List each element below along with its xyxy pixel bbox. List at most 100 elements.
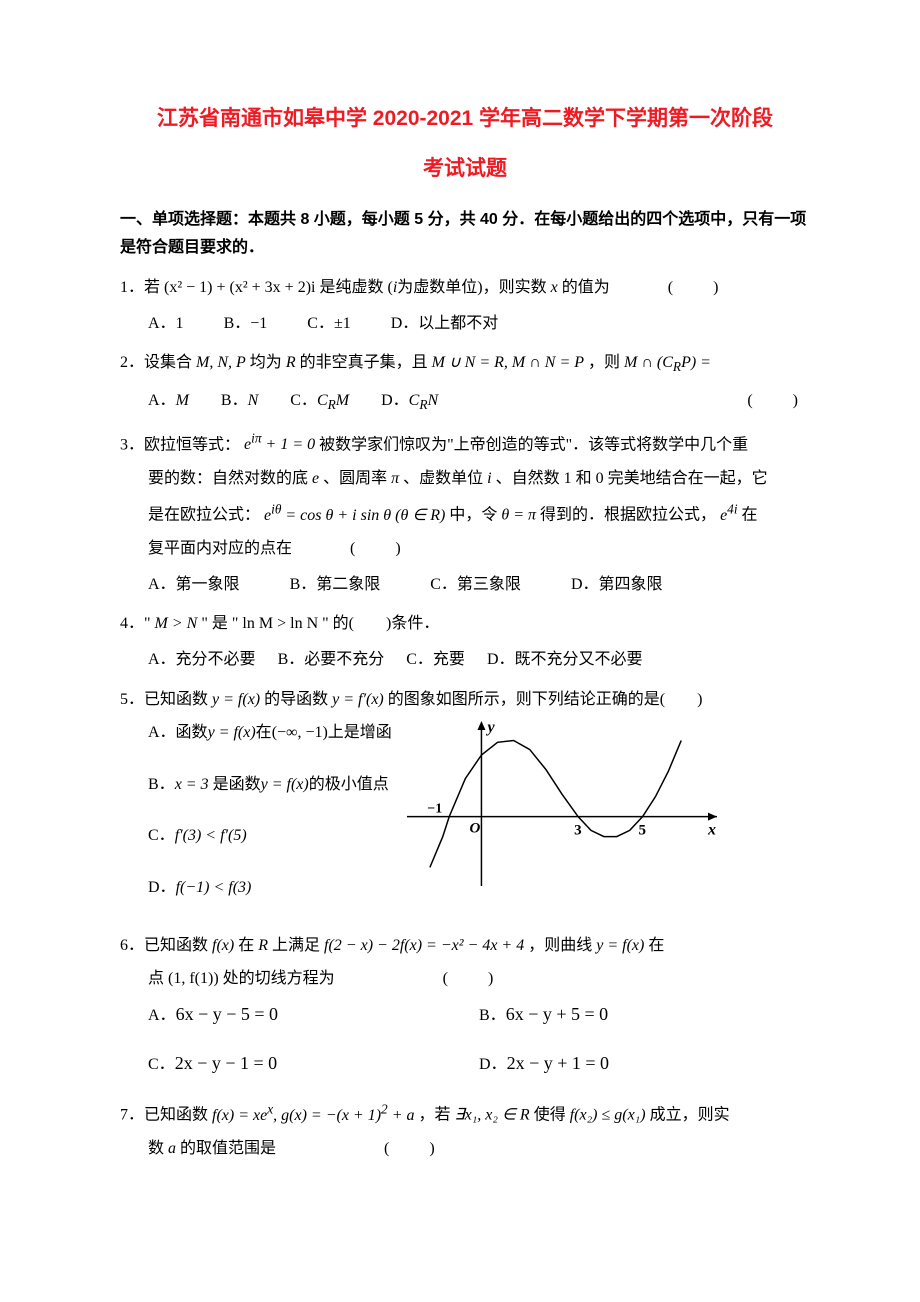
q6-t3: 上满足	[272, 937, 320, 954]
question-6: 6．已知函数 f(x) 在 R 上满足 f(2 − x) − 2f(x) = −…	[120, 929, 810, 1084]
svg-text:x: x	[707, 822, 716, 839]
answer-paren: ( )	[350, 532, 413, 566]
q3-e3: θ = π	[501, 507, 536, 524]
q3-option-b: B．第二象限	[290, 568, 381, 602]
q7-t4: 成立，则实	[650, 1107, 730, 1124]
q3-t8: 中，令	[449, 507, 497, 524]
q1-x: x	[551, 279, 558, 296]
q5-option-c: C．f′(3) < f′(5)	[120, 819, 392, 853]
q6-e1: f(x)	[212, 937, 234, 954]
q5-chart: −1O35yx	[402, 716, 722, 896]
q2-option-a: A．M	[148, 384, 189, 419]
q6-option-c: C．2x − y − 1 = 0	[148, 1045, 479, 1083]
q3-t7: 是在欧拉公式：	[148, 507, 260, 524]
answer-paren: ( )	[443, 962, 506, 996]
q1-text-mid: 是纯虚数 (	[319, 279, 392, 296]
q6-t7: 处的切线方程为	[223, 970, 335, 987]
q5-option-d: D．f(−1) < f(3)	[120, 871, 392, 905]
q3-t6: 、自然数 1 和 0 完美地结合在一起，它	[496, 470, 768, 487]
q2-R: R	[286, 354, 296, 371]
question-5: 5．已知函数 y = f(x) 的导函数 y = f′(x) 的图象如图所示，则…	[120, 683, 810, 923]
q2-option-b: B．N	[221, 384, 258, 419]
q1-option-d: D．以上都不对	[391, 307, 499, 341]
q6-option-b: B．6x − y + 5 = 0	[479, 996, 810, 1034]
q6-t1: 6．已知函数	[120, 937, 208, 954]
section-header: 一、单项选择题：本题共 8 小题，每小题 5 分，共 40 分．在每小题给出的四…	[120, 206, 810, 264]
q3-t5: 、虚数单位	[403, 470, 483, 487]
q1-option-a: A．1	[148, 307, 184, 341]
q4-t3: " 的( )条件．	[322, 615, 439, 632]
q3-t4: 、圆周率	[323, 470, 387, 487]
answer-paren: ( )	[384, 1132, 447, 1166]
q3-t9: 得到的．根据欧拉公式，	[540, 507, 716, 524]
q5-option-b: B．x = 3 是函数y = f(x)的极小值点	[120, 768, 392, 802]
q7-a: a	[168, 1140, 176, 1157]
q5-e1: y = f(x)	[212, 691, 260, 708]
q3-t1: 3．欧拉恒等式：	[120, 436, 240, 453]
q7-t5: 数	[148, 1140, 164, 1157]
question-1: 1．若 (x² − 1) + (x² + 3x + 2)i 是纯虚数 (i为虚数…	[120, 271, 810, 340]
q1-text-mid2: 为虚数单位)，则实数	[397, 279, 546, 296]
q5-t2: 的导函数	[264, 691, 328, 708]
q3-t10: 在	[742, 507, 758, 524]
q5-t1: 5．已知函数	[120, 691, 208, 708]
q2-mid2: 的非空真子集，且	[300, 354, 428, 371]
q3-option-d: D．第四象限	[571, 568, 663, 602]
svg-text:3: 3	[574, 823, 582, 839]
q6-t5: 在	[648, 937, 664, 954]
q2-mid1: 均为	[250, 354, 282, 371]
q1-option-b: B．−1	[224, 307, 268, 341]
q7-t3: 使得	[534, 1107, 566, 1124]
svg-text:−1: −1	[427, 802, 442, 817]
q1-text-post: 的值为	[562, 279, 610, 296]
q6-e2: f(2 − x) − 2f(x) = −x² − 4x + 4	[324, 937, 524, 954]
q2-option-c: C．CRM	[290, 384, 349, 419]
q4-t1: 4．"	[120, 615, 151, 632]
page-title: 江苏省南通市如皋中学 2020-2021 学年高二数学下学期第一次阶段	[120, 100, 810, 138]
q4-option-c: C．充要	[406, 643, 465, 677]
q6-t2: 在	[238, 937, 254, 954]
q6-e3: y = f(x)	[596, 937, 644, 954]
page-subtitle: 考试试题	[120, 150, 810, 188]
q4-option-a: A．充分不必要	[148, 643, 256, 677]
q5-t3: 的图象如图所示，则下列结论正确的是( )	[388, 691, 703, 708]
q3-t11: 复平面内对应的点在	[148, 540, 292, 557]
q2-mid3: ，则	[588, 354, 620, 371]
answer-paren: ( )	[668, 271, 731, 305]
q3-e: e	[312, 470, 319, 487]
q4-t2: " 是 "	[201, 615, 238, 632]
q7-exists: ∃x₁, x₂ ∈ R	[455, 1107, 530, 1124]
q2-mnp: M, N, P	[196, 354, 246, 371]
q6-option-d: D．2x − y + 1 = 0	[479, 1045, 810, 1083]
q6-t6: 点	[148, 970, 164, 987]
q4-option-d: D．既不充分又不必要	[487, 643, 643, 677]
q3-t3: 要的数：自然对数的底	[148, 470, 308, 487]
question-7: 7．已知函数 f(x) = xex, g(x) = −(x + 1)2 + a …	[120, 1095, 810, 1166]
q1-text-pre: 1．若	[120, 279, 160, 296]
q3-option-c: C．第三象限	[430, 568, 521, 602]
q3-option-a: A．第一象限	[148, 568, 240, 602]
question-2: 2．设集合 M, N, P 均为 R 的非空真子集，且 M ∪ N = R, M…	[120, 346, 810, 418]
q3-i: i	[487, 470, 491, 487]
q5-option-a: A．函数y = f(x)在(−∞, −1)上是增函	[120, 716, 392, 750]
svg-text:y: y	[485, 719, 495, 736]
q7-t1: 7．已知函数	[120, 1107, 208, 1124]
q7-t6: 的取值范围是	[180, 1140, 276, 1157]
q4-option-b: B．必要不充分	[278, 643, 385, 677]
q2-cond: M ∪ N = R, M ∩ N = P	[432, 354, 584, 371]
q2-option-d: D．CRN	[381, 384, 438, 419]
question-4: 4．" M > N " 是 " ln M > ln N " 的( )条件． A．…	[120, 607, 810, 676]
q4-e2: ln M > ln N	[242, 615, 318, 632]
q2-text-pre: 2．设集合	[120, 354, 192, 371]
svg-text:O: O	[469, 821, 480, 837]
q2-expr: M ∩ (CRP) =	[624, 354, 711, 371]
q5-e2: y = f′(x)	[332, 691, 384, 708]
q6-e4: (1, f(1))	[168, 970, 219, 987]
q6-option-a: A．6x − y − 5 = 0	[148, 996, 479, 1034]
q4-e1: M > N	[155, 615, 198, 632]
answer-paren: ( )	[747, 384, 810, 419]
q1-expr: (x² − 1) + (x² + 3x + 2)i	[164, 279, 315, 296]
q3-t2: 被数学家们惊叹为"上帝创造的等式"．该等式将数学中几个重	[319, 436, 748, 453]
q6-R: R	[258, 937, 268, 954]
q7-t2: ，若	[419, 1107, 451, 1124]
